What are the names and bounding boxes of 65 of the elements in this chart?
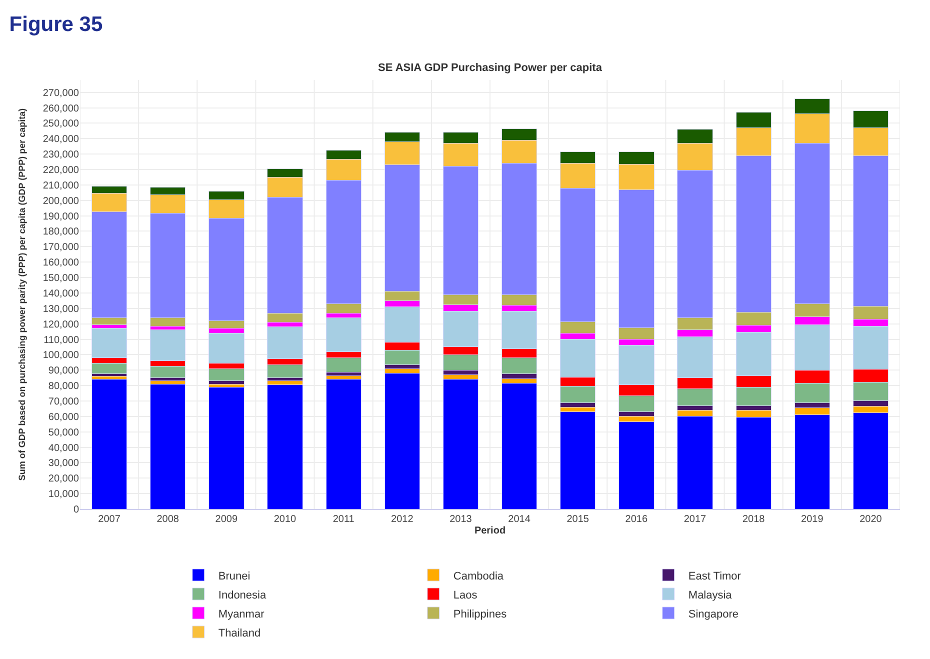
legend-label: Cambodia (453, 570, 504, 582)
y-tick-label: 10,000 (48, 489, 80, 500)
x-tick-label: 2015 (566, 514, 590, 525)
y-tick-label: 230,000 (42, 150, 80, 161)
y-tick-label: 240,000 (42, 134, 80, 146)
y-tick-label: 170,000 (42, 242, 80, 254)
legend-label: Thailand (218, 627, 261, 640)
legend-label: East Timor (688, 570, 742, 582)
legend-label: Indonesia (218, 589, 267, 602)
legend-label: Philippines (453, 608, 508, 620)
y-tick-label: 110,000 (44, 334, 80, 346)
bar (91, 379, 128, 509)
y-tick-label: 140,000 (42, 288, 80, 300)
y-tick-label: 190,000 (42, 211, 80, 222)
legend-label: Brunei (218, 570, 250, 582)
x-tick-label: 2013 (450, 514, 472, 525)
y-tick-label: 180,000 (42, 226, 80, 238)
y-tick-label: 210,000 (42, 180, 80, 192)
y-tick-label: 20,000 (48, 474, 80, 485)
y-tick-label: 0 (73, 504, 80, 516)
bar (560, 412, 596, 509)
x-tick-label: 2010 (274, 514, 297, 525)
bar (501, 382, 538, 509)
x-tick-label: 2016 (625, 514, 648, 525)
y-axis-title: Sum of GDP based on purchasing power parity (PPP) per capita (GDP (PPP) per capita) (17, 108, 28, 481)
legend-label: Singapore (688, 608, 739, 620)
y-tick-label: 220,000 (42, 165, 80, 176)
bar (384, 372, 420, 509)
legend-label: Malaysia (688, 589, 733, 602)
bar (150, 384, 186, 509)
legend-label: Laos (453, 589, 478, 602)
x-tick-label: 2020 (860, 514, 882, 525)
bar (267, 384, 303, 509)
y-tick-label: 50,000 (48, 427, 80, 438)
y-tick-label: 260,000 (42, 103, 80, 114)
x-tick-label: 2014 (508, 514, 531, 525)
x-tick-label: 2008 (156, 514, 180, 525)
bar (326, 379, 362, 509)
x-tick-label: 2012 (391, 514, 414, 525)
y-tick-label: 150,000 (42, 273, 80, 284)
bar (442, 379, 479, 509)
y-tick-label: 130,000 (42, 304, 80, 315)
y-tick-label: 30,000 (48, 458, 80, 470)
y-tick-label: 60,000 (48, 412, 80, 423)
x-tick-label: 2017 (684, 514, 707, 525)
y-tick-label: 270,000 (42, 88, 80, 99)
chart-subtitle: SE ASIA GDP Purchasing Power per capita (378, 62, 603, 74)
x-tick-label: 2009 (215, 514, 238, 525)
legend-label: Myanmar (218, 608, 265, 620)
y-tick-label: 160,000 (42, 258, 80, 269)
x-axis-title: Period (474, 526, 506, 536)
y-tick-label: 120,000 (42, 319, 80, 330)
x-tick-label: 2007 (98, 514, 121, 525)
y-tick-label: 250,000 (42, 118, 80, 130)
y-tick-label: 200,000 (42, 196, 80, 207)
y-tick-label: 90,000 (48, 366, 80, 377)
x-tick-label: 2019 (801, 514, 824, 525)
x-tick-label: 2011 (332, 514, 355, 525)
bar (208, 386, 244, 509)
y-tick-label: 80,000 (48, 381, 80, 392)
y-tick-label: 40,000 (48, 442, 80, 454)
chart-title: Figure 35 (9, 13, 103, 36)
y-tick-label: 100,000 (42, 350, 80, 362)
y-tick-label: 70,000 (48, 396, 80, 408)
x-tick-label: 2018 (742, 514, 766, 525)
